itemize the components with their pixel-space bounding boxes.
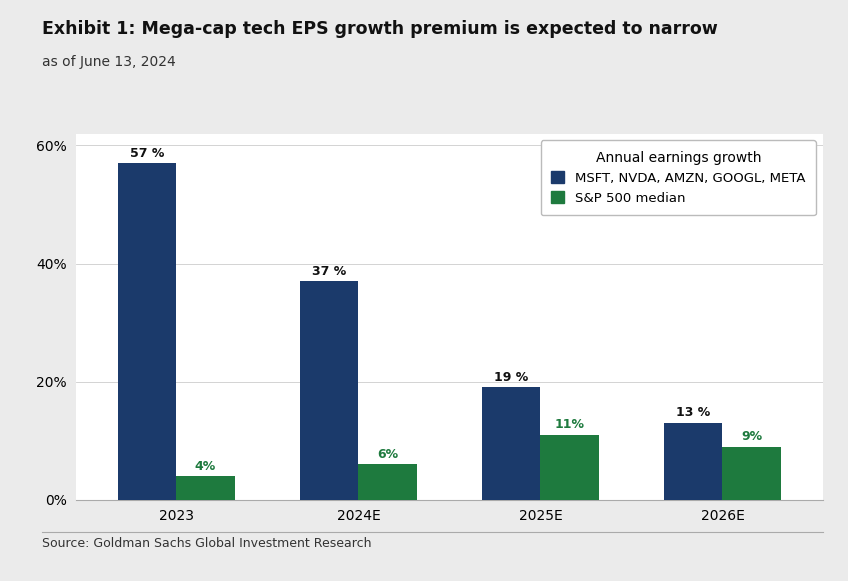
Text: as of June 13, 2024: as of June 13, 2024 bbox=[42, 55, 176, 69]
Bar bbox=[118, 163, 176, 500]
Text: Source: Goldman Sachs Global Investment Research: Source: Goldman Sachs Global Investment … bbox=[42, 537, 372, 550]
Bar bbox=[300, 281, 359, 500]
Text: 57 %: 57 % bbox=[130, 146, 165, 160]
Bar bbox=[664, 423, 722, 500]
Text: 6%: 6% bbox=[377, 448, 398, 461]
Text: 11%: 11% bbox=[555, 418, 584, 431]
Text: Exhibit 1: Mega-cap tech EPS growth premium is expected to narrow: Exhibit 1: Mega-cap tech EPS growth prem… bbox=[42, 20, 718, 38]
Text: 13 %: 13 % bbox=[676, 406, 711, 419]
Legend: MSFT, NVDA, AMZN, GOOGL, META, S&P 500 median: MSFT, NVDA, AMZN, GOOGL, META, S&P 500 m… bbox=[541, 140, 816, 216]
Text: 4%: 4% bbox=[195, 460, 216, 472]
Bar bbox=[483, 388, 540, 500]
Text: 9%: 9% bbox=[741, 430, 762, 443]
Bar bbox=[540, 435, 599, 500]
Bar bbox=[176, 476, 235, 500]
Text: 37 %: 37 % bbox=[312, 265, 347, 278]
Bar bbox=[359, 464, 416, 500]
Bar bbox=[722, 447, 781, 500]
Text: 19 %: 19 % bbox=[494, 371, 528, 384]
